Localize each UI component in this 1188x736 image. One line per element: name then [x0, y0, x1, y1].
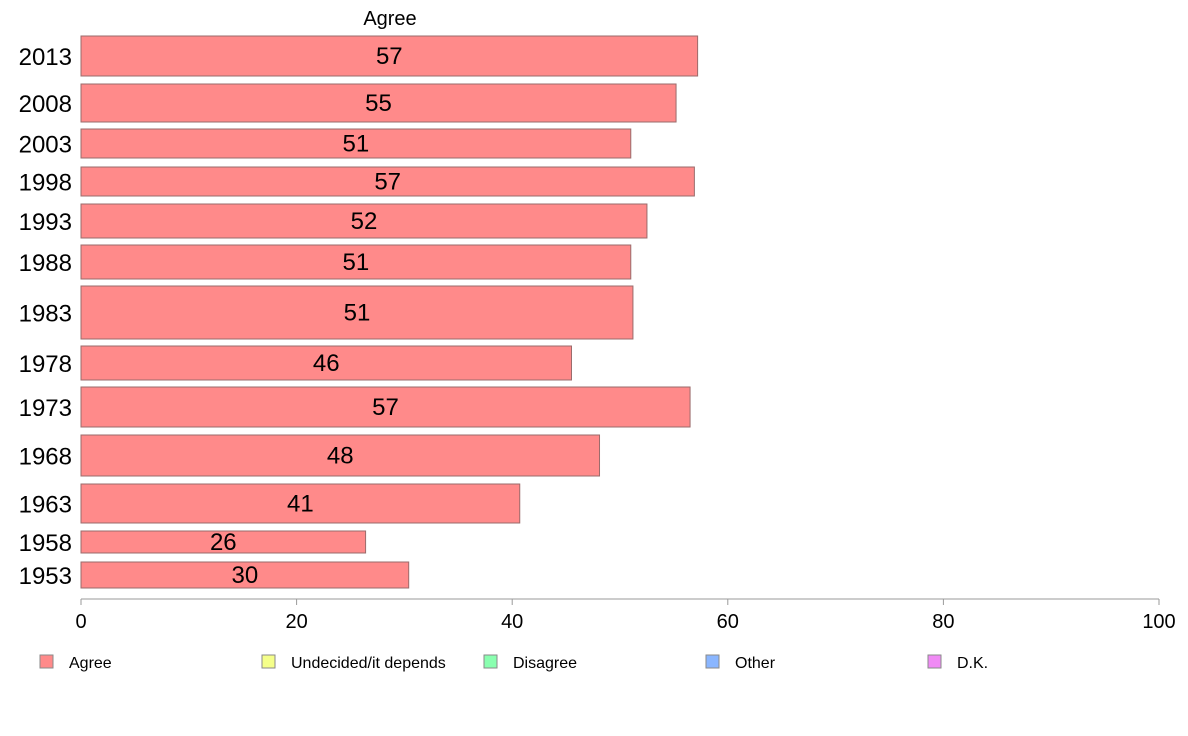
- legend-swatch-agree: [39, 654, 54, 669]
- legend-label-agree: Agree: [69, 655, 112, 672]
- legend-swatch-d-k: [927, 654, 942, 669]
- category-label-1978: 1978: [19, 351, 72, 378]
- category-label-1968: 1968: [19, 444, 72, 471]
- category-label-1973: 1973: [19, 395, 72, 422]
- legend-label-other: Other: [735, 655, 776, 672]
- bar-1953: [80, 561, 410, 589]
- bar-2013: [80, 35, 699, 77]
- series-title: Agree: [363, 8, 416, 30]
- category-label-1988: 1988: [19, 250, 72, 277]
- legend: Agree Undecided/it depends Disagree Other D.…: [39, 654, 988, 672]
- bar-value-label-1998: 57: [374, 169, 401, 196]
- x-axis: 0 20 40 60 80 100: [75, 598, 1176, 633]
- x-tick-label-60: 60: [717, 611, 739, 633]
- bar-value-label-1983: 51: [344, 300, 371, 327]
- bar-1968: [80, 434, 601, 477]
- legend-swatch-undecided-it-depends: [261, 654, 276, 669]
- bar-value-label-2003: 51: [343, 131, 370, 158]
- bar-value-label-1953: 30: [232, 562, 259, 589]
- x-tick-label-20: 20: [285, 611, 307, 633]
- category-label-2003: 2003: [19, 132, 72, 159]
- bar-1978: [80, 345, 572, 381]
- category-label-1963: 1963: [19, 492, 72, 519]
- category-label-1983: 1983: [19, 301, 72, 328]
- category-label-2013: 2013: [19, 44, 72, 71]
- bar-2003: [80, 128, 632, 159]
- bar-value-label-1993: 52: [351, 208, 378, 235]
- bar-value-label-1978: 46: [313, 350, 340, 377]
- bars-group: 57 2013 55 2008 51 2003 57 1998 52 1993 51 1988 51 19…: [19, 35, 699, 590]
- bar-1998: [80, 166, 695, 197]
- x-tick-label-80: 80: [932, 611, 954, 633]
- legend-label-undecided-it-depends: Undecided/it depends: [291, 655, 446, 672]
- bar-value-label-1958: 26: [210, 529, 237, 556]
- bar-value-label-2013: 57: [376, 43, 403, 70]
- category-label-2008: 2008: [19, 91, 72, 118]
- legend-label-d-k: D.K.: [957, 655, 988, 672]
- x-tick-label-0: 0: [75, 611, 86, 633]
- legend-label-disagree: Disagree: [513, 655, 577, 672]
- x-tick-label-40: 40: [501, 611, 523, 633]
- bar-2008: [80, 83, 677, 123]
- bar-value-label-2008: 55: [365, 90, 392, 117]
- legend-swatch-disagree: [483, 654, 498, 669]
- bar-value-label-1973: 57: [372, 394, 399, 421]
- category-label-1993: 1993: [19, 209, 72, 236]
- x-tick-label-100: 100: [1142, 611, 1175, 633]
- bar-value-label-1968: 48: [327, 443, 354, 470]
- bar-1963: [80, 483, 521, 524]
- category-label-1953: 1953: [19, 563, 72, 590]
- bar-value-label-1963: 41: [287, 491, 314, 518]
- legend-swatch-other: [705, 654, 720, 669]
- bar-1993: [80, 203, 648, 239]
- bar-value-label-1988: 51: [343, 249, 370, 276]
- category-label-1958: 1958: [19, 530, 72, 557]
- bar-1958: [80, 530, 367, 554]
- bar-1973: [80, 386, 691, 428]
- bar-1983: [80, 285, 634, 340]
- bar-1988: [80, 244, 632, 280]
- category-label-1998: 1998: [19, 170, 72, 197]
